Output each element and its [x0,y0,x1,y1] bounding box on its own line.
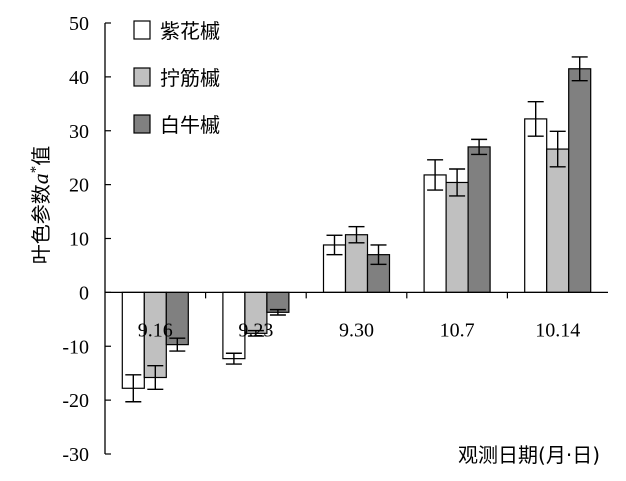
y-tick-label: 50 [69,13,89,35]
y-axis-title-prefix: 叶色参数 [29,184,53,264]
y-axis-title-suffix: 值 [29,146,53,166]
bar [524,118,548,293]
bar [467,146,491,293]
y-tick-label: 10 [69,229,89,251]
x-category-label: 10.14 [535,319,580,341]
x-category-label: 9.16 [138,319,173,341]
y-tick-label: -10 [62,336,89,358]
x-category-label: 10.7 [440,319,475,341]
bar [568,68,592,293]
bar [445,181,469,293]
bar [423,174,447,293]
y-tick-label: 40 [69,67,89,89]
y-axis-title-sup: * [28,166,44,174]
y-tick-label: 20 [69,175,89,197]
x-category-label: 9.30 [339,319,374,341]
x-axis-title: 观测日期(月·日) [458,443,600,467]
y-tick-label: -30 [62,444,89,466]
bars-layer [121,56,592,403]
y-tick-label: 0 [79,282,89,304]
x-category-label: 9.23 [238,319,273,341]
y-axis-title: 叶色参数a*值 [28,146,53,265]
y-tick-label: 30 [69,121,89,143]
legend-label: 拧筋槭 [160,66,220,90]
legend-swatch [133,20,151,40]
y-tick-label: -20 [62,390,89,412]
bar [546,148,570,293]
y-axis-title-var: a [28,173,53,184]
y-ticks: -30 -20 -10 0 10 20 30 40 50 [62,13,111,466]
legend-swatch [133,114,151,134]
legend-label: 紫花槭 [160,19,220,43]
legend-label: 白牛槭 [160,113,220,137]
category-labels: 9.16 9.23 9.30 10.7 10.14 [138,292,580,341]
legend-swatch [133,67,151,87]
